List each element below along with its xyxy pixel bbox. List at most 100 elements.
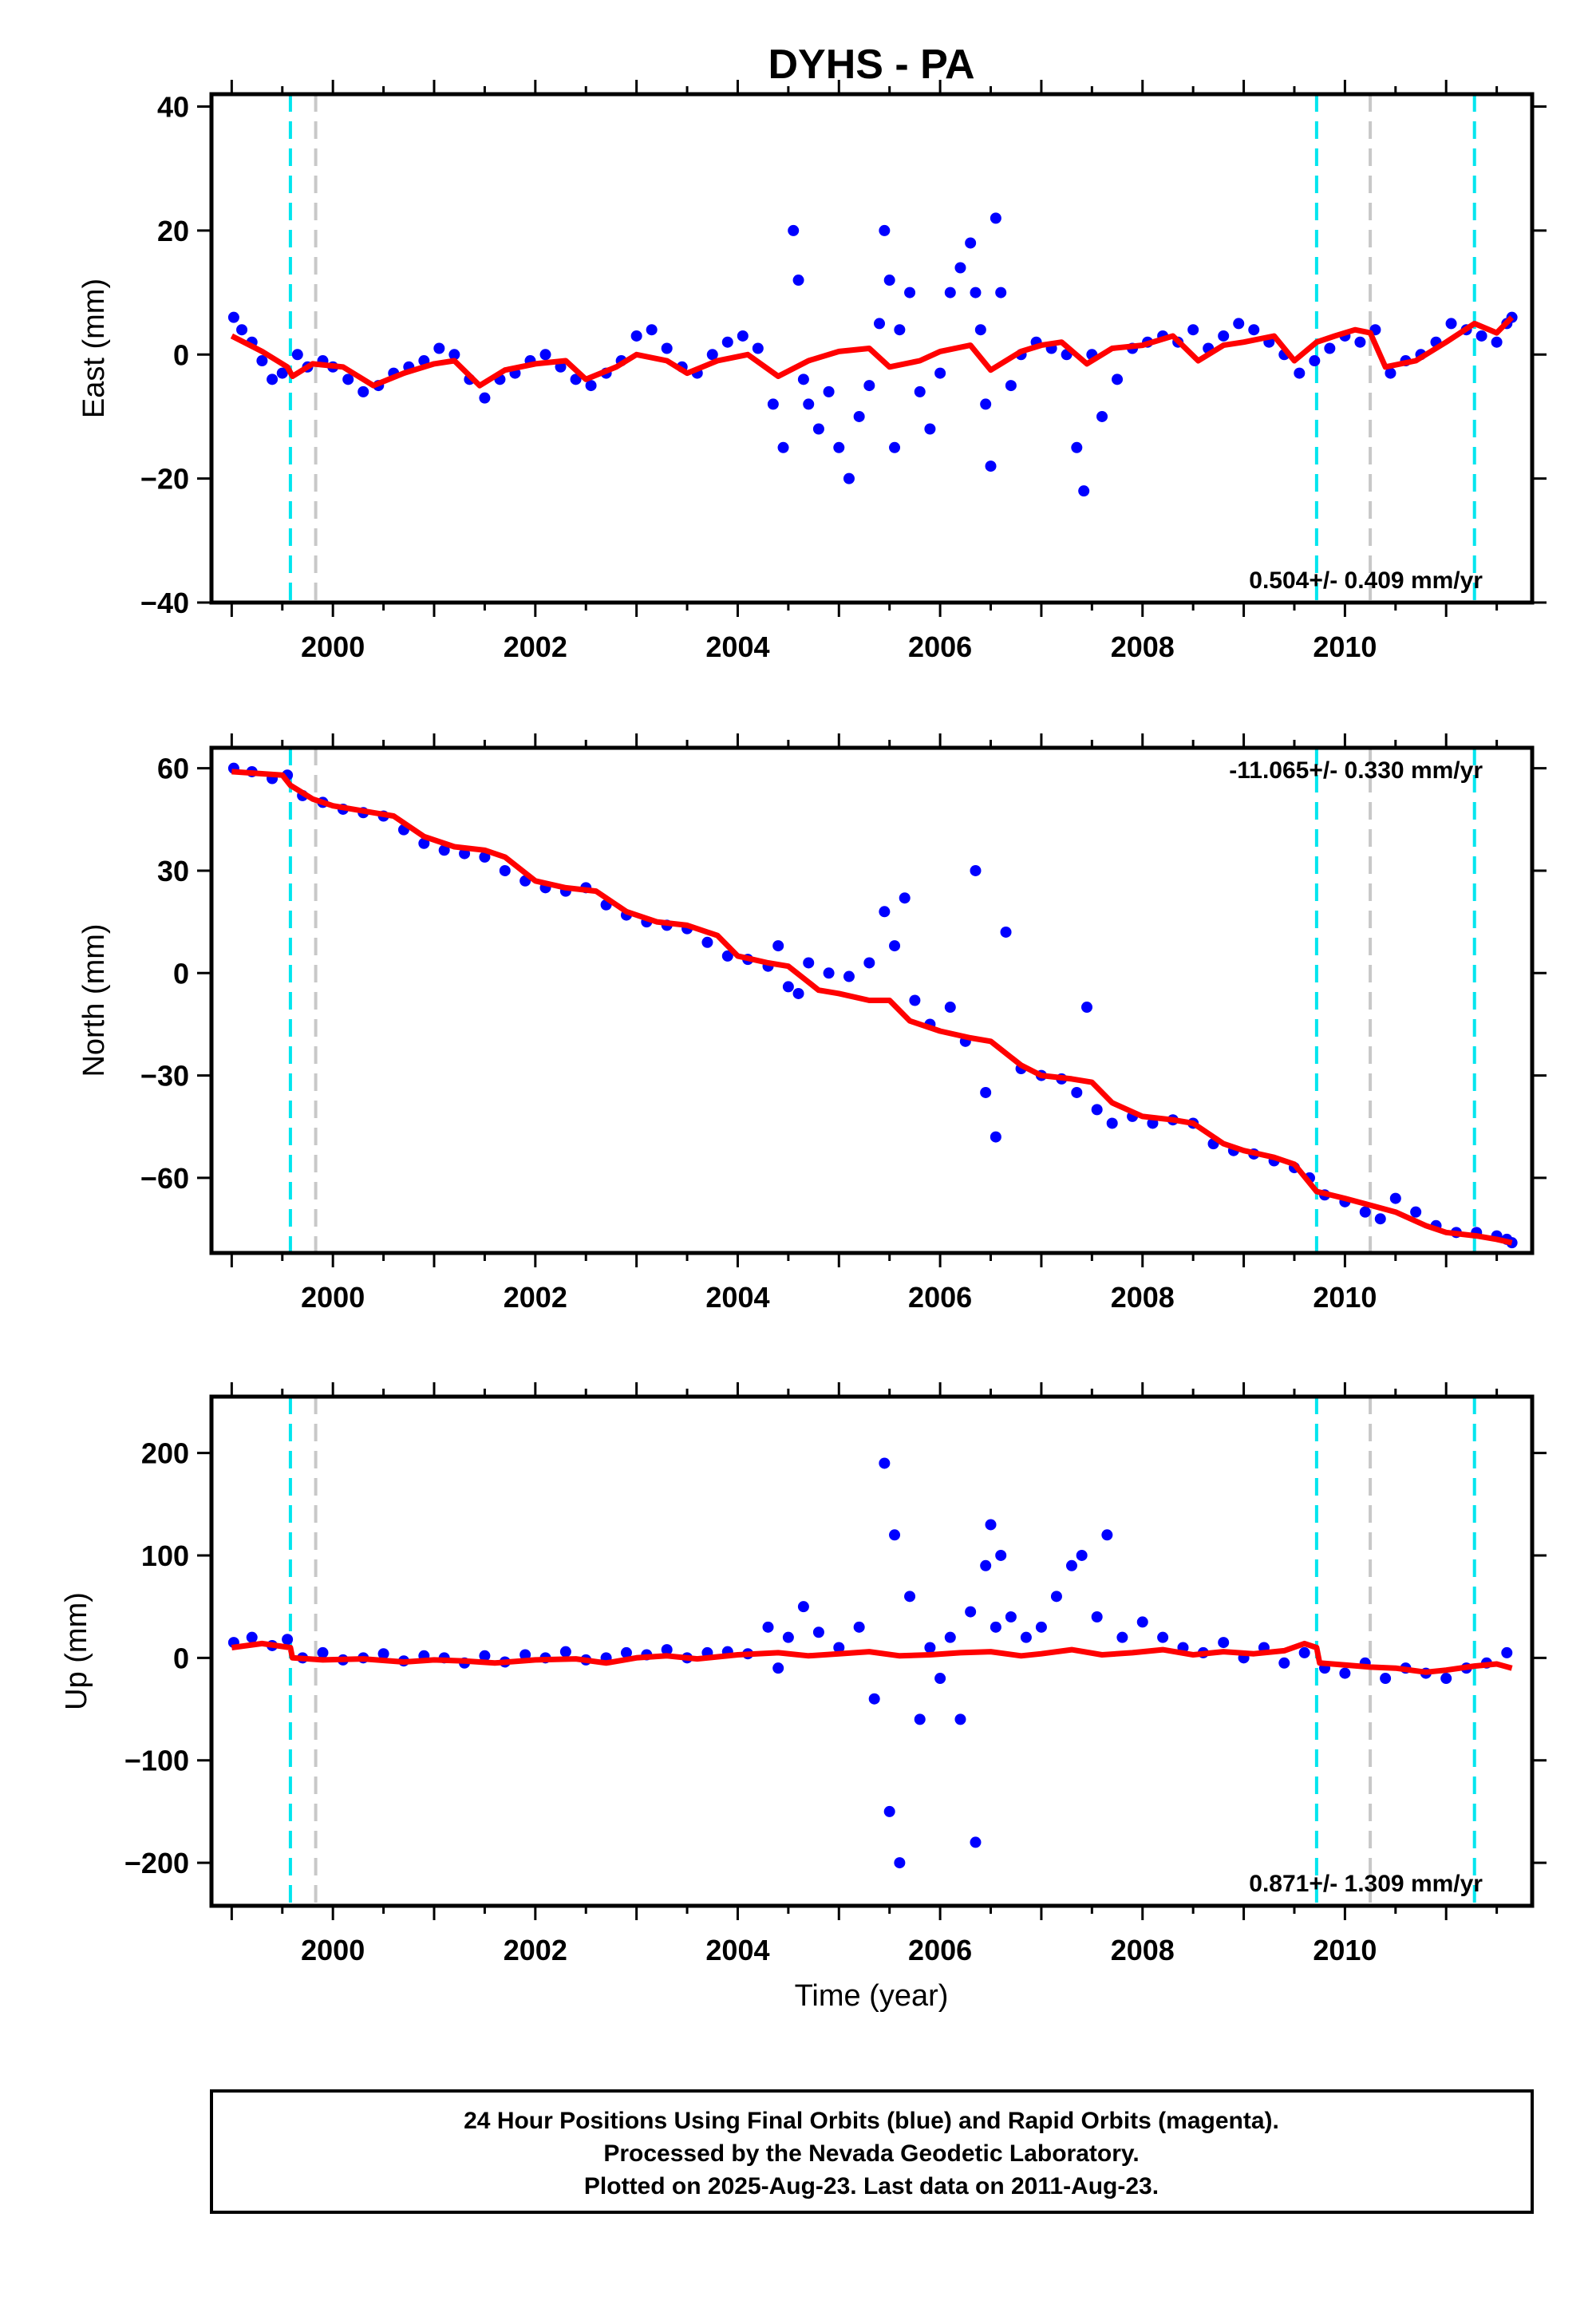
x-tick-label: 2006 bbox=[908, 630, 972, 663]
data-point bbox=[1000, 926, 1012, 938]
footer-line-3: Plotted on 2025-Aug-23. Last data on 201… bbox=[584, 2173, 1159, 2199]
data-point bbox=[970, 1836, 982, 1848]
data-point bbox=[701, 936, 713, 948]
data-point bbox=[990, 1621, 1001, 1633]
data-point bbox=[1136, 1616, 1148, 1628]
data-point bbox=[539, 349, 551, 361]
data-point bbox=[479, 1650, 491, 1662]
data-point bbox=[772, 1662, 784, 1674]
y-tick-label: 200 bbox=[141, 1437, 189, 1470]
y-tick-label: −200 bbox=[124, 1847, 189, 1879]
data-point bbox=[1078, 485, 1090, 497]
data-point bbox=[1248, 324, 1260, 336]
data-point bbox=[1005, 380, 1017, 392]
x-tick-label: 2004 bbox=[705, 1934, 769, 1966]
x-tick-label: 2002 bbox=[504, 1281, 567, 1314]
data-point bbox=[1116, 1631, 1128, 1643]
data-point bbox=[1359, 1206, 1371, 1218]
data-point bbox=[879, 1457, 891, 1469]
data-point bbox=[1020, 1631, 1032, 1643]
data-point bbox=[797, 1601, 809, 1613]
x-tick-label: 2010 bbox=[1313, 630, 1377, 663]
model-line bbox=[231, 769, 1513, 1246]
data-point bbox=[377, 1648, 389, 1660]
data-point bbox=[1294, 367, 1306, 379]
chart-title: DYHS - PA bbox=[768, 41, 974, 88]
data-point bbox=[1112, 373, 1124, 385]
x-tick-label: 2006 bbox=[908, 1281, 972, 1314]
data-point bbox=[812, 423, 824, 435]
data-point bbox=[914, 385, 926, 397]
data-point bbox=[1385, 367, 1396, 379]
panel-up: 2000 2002 2004 2006 2008 2010 200 100 0 −100 −200 U… bbox=[60, 1382, 1547, 1966]
data-point bbox=[317, 1646, 329, 1658]
data-point bbox=[1106, 1117, 1118, 1129]
data-point bbox=[934, 1673, 946, 1685]
data-point bbox=[904, 1591, 916, 1603]
data-point bbox=[479, 851, 491, 863]
data-point bbox=[646, 324, 658, 336]
data-point bbox=[980, 1086, 992, 1098]
panel-data bbox=[227, 94, 1518, 603]
data-point bbox=[889, 1529, 901, 1541]
data-point bbox=[661, 342, 673, 354]
y-tick-label: 0 bbox=[173, 1642, 189, 1674]
x-tick-label: 2010 bbox=[1313, 1934, 1377, 1966]
data-point bbox=[1278, 1657, 1290, 1669]
data-point bbox=[1091, 1611, 1103, 1622]
data-point bbox=[1071, 441, 1083, 453]
data-point bbox=[1339, 1667, 1351, 1679]
data-point bbox=[256, 355, 268, 367]
panel-frame bbox=[209, 1394, 1535, 1908]
data-point bbox=[1218, 1637, 1230, 1649]
data-point bbox=[1071, 1086, 1083, 1098]
y-tick-label: −60 bbox=[140, 1162, 189, 1195]
data-point bbox=[418, 837, 430, 849]
data-point bbox=[767, 398, 779, 410]
data-point bbox=[868, 1693, 880, 1705]
x-tick-label: 2008 bbox=[1111, 1934, 1175, 1966]
data-point bbox=[965, 1606, 977, 1618]
data-point bbox=[1309, 355, 1321, 367]
data-point bbox=[788, 224, 800, 236]
data-point bbox=[863, 957, 875, 969]
data-point bbox=[792, 275, 804, 287]
data-point bbox=[883, 1805, 895, 1817]
data-point bbox=[267, 373, 279, 385]
data-point bbox=[812, 1626, 824, 1638]
data-point bbox=[980, 1559, 992, 1571]
data-point bbox=[246, 1631, 258, 1643]
data-point bbox=[1233, 318, 1245, 330]
x-tick-label: 2006 bbox=[908, 1934, 972, 1966]
data-point bbox=[980, 398, 992, 410]
data-point bbox=[803, 398, 815, 410]
data-point bbox=[433, 342, 445, 354]
x-tick-label: 2008 bbox=[1111, 630, 1175, 663]
y-tick-label: 20 bbox=[157, 215, 189, 247]
data-point bbox=[853, 1621, 865, 1633]
data-point bbox=[227, 311, 239, 323]
y-axis-label: North (mm) bbox=[77, 923, 111, 1077]
data-point bbox=[782, 981, 794, 993]
footer-line-2: Processed by the Nevada Geodetic Laborat… bbox=[603, 2140, 1139, 2167]
data-point bbox=[1298, 1646, 1310, 1658]
data-point bbox=[823, 967, 835, 979]
data-point bbox=[661, 1644, 673, 1656]
x-tick-label: 2002 bbox=[504, 630, 567, 663]
data-point bbox=[944, 1631, 956, 1643]
y-tick-label: 0 bbox=[173, 338, 189, 371]
data-point bbox=[1157, 1631, 1169, 1643]
data-point bbox=[1389, 1192, 1401, 1204]
x-axis-label: Time (year) bbox=[795, 1979, 949, 2013]
data-point bbox=[772, 940, 784, 952]
data-point bbox=[797, 373, 809, 385]
data-point bbox=[1354, 336, 1366, 348]
data-point bbox=[985, 1519, 997, 1531]
data-point bbox=[1440, 1673, 1452, 1685]
data-point bbox=[1410, 1206, 1422, 1218]
data-point bbox=[944, 287, 956, 298]
velocity-annotation: -11.065+/- 0.330 mm/yr bbox=[1229, 757, 1483, 784]
data-point bbox=[1065, 1559, 1077, 1571]
data-point bbox=[954, 262, 966, 274]
